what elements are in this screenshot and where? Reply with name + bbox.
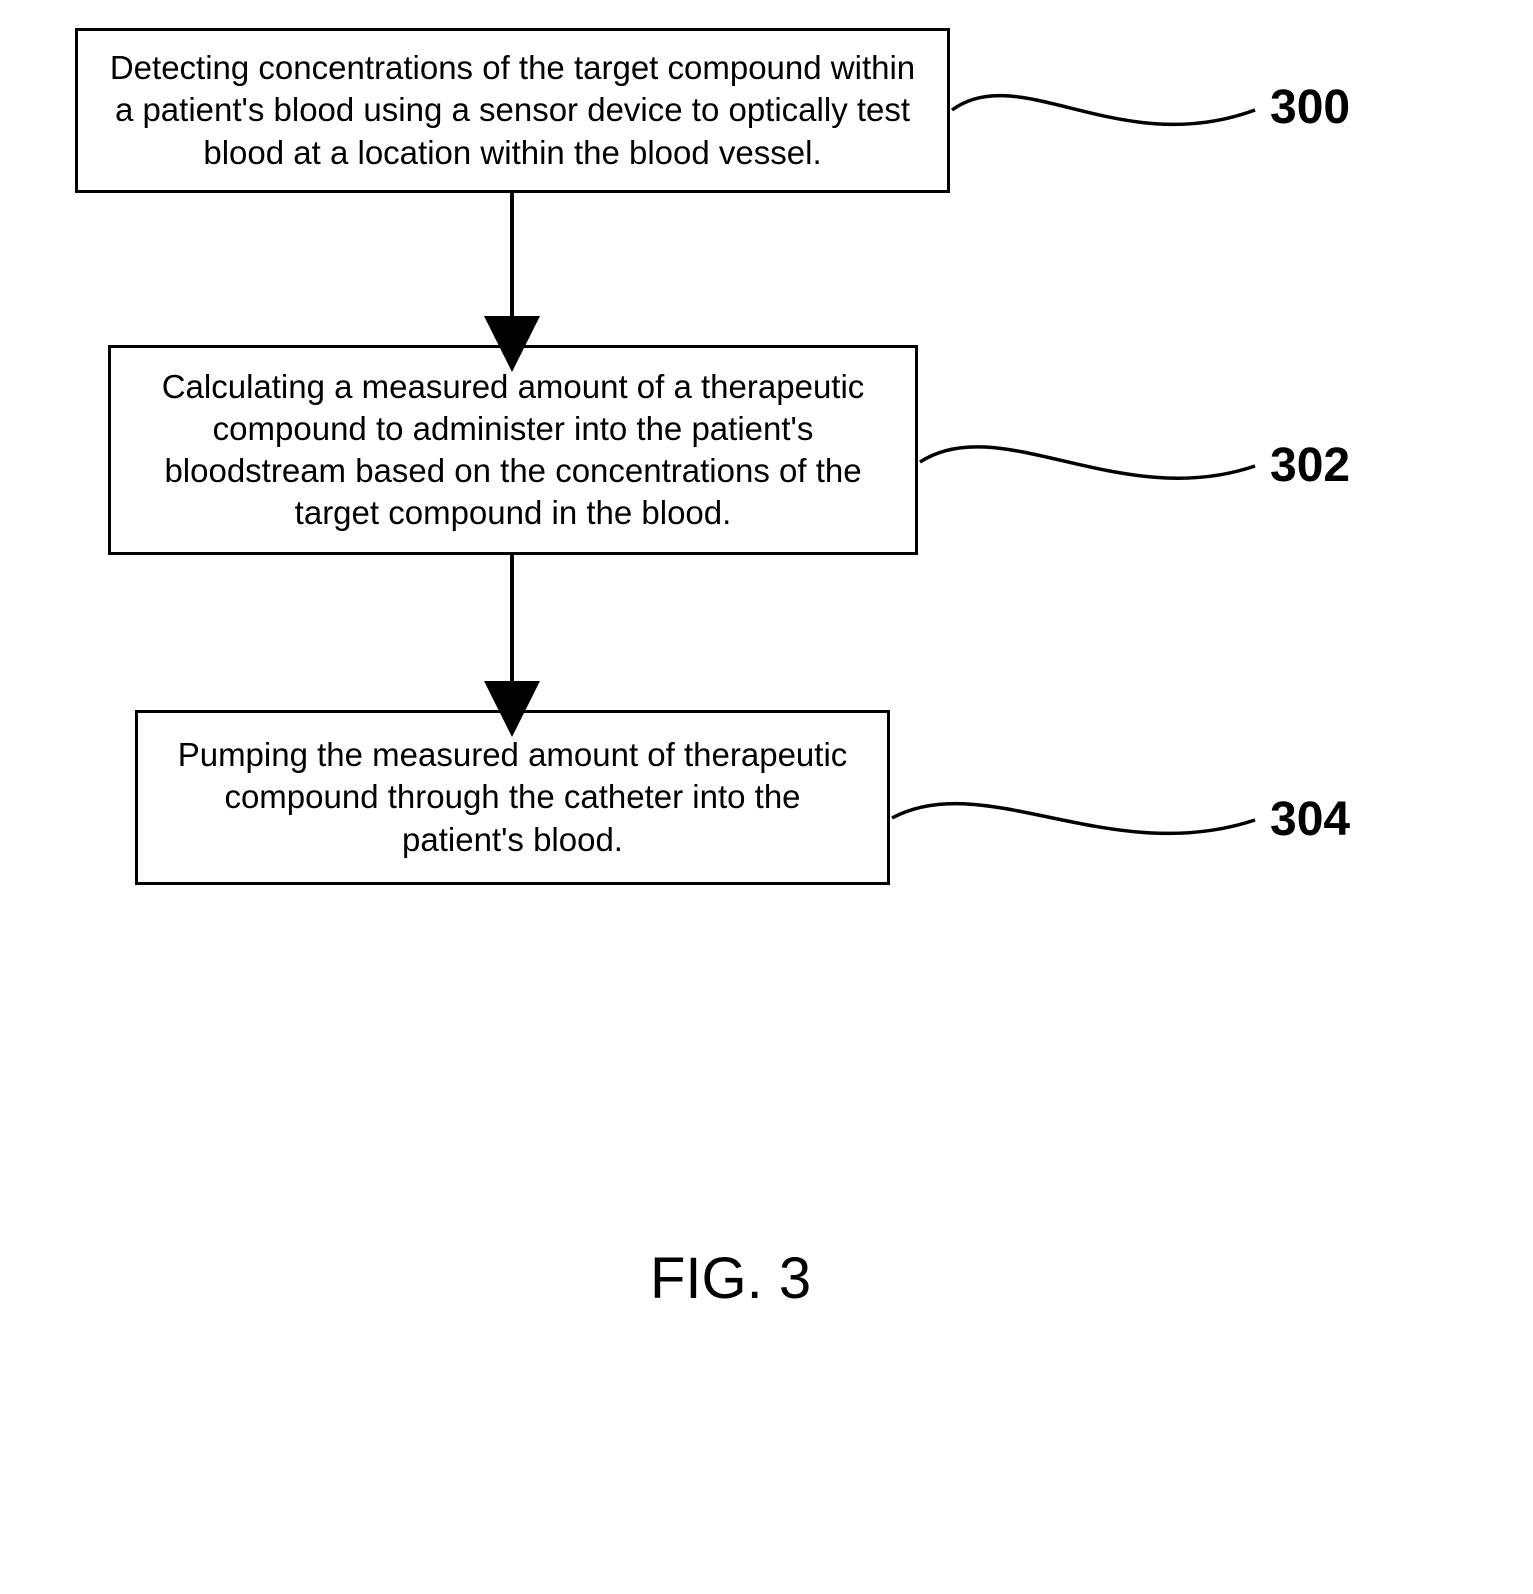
ref-label-300: 300 [1270, 80, 1350, 135]
flow-box-300: Detecting concentrations of the target c… [75, 28, 950, 193]
flow-box-302: Calculating a measured amount of a thera… [108, 345, 918, 555]
flow-box-text: Pumping the measured amount of therapeut… [168, 734, 857, 861]
leader-302 [920, 447, 1255, 478]
flow-box-304: Pumping the measured amount of therapeut… [135, 710, 890, 885]
flow-box-text: Calculating a measured amount of a thera… [141, 366, 885, 535]
flow-box-text: Detecting concentrations of the target c… [108, 47, 917, 174]
flowchart-canvas: Detecting concentrations of the target c… [0, 0, 1533, 1594]
figure-title: FIG. 3 [650, 1245, 811, 1312]
leader-300 [952, 96, 1255, 125]
ref-label-304: 304 [1270, 792, 1350, 847]
ref-label-302: 302 [1270, 438, 1350, 493]
leader-304 [892, 804, 1255, 834]
